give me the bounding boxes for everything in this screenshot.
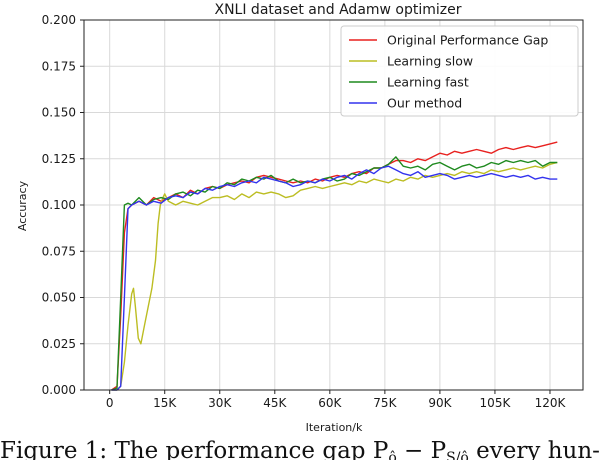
legend-label: Our method [387, 96, 462, 111]
legend-label: Original Performance Gap [387, 33, 548, 48]
series-line-3 [111, 156, 558, 391]
y-tick-label: 0.175 [42, 59, 76, 73]
y-tick-label: 0.200 [42, 13, 76, 27]
x-tick-label: 120K [535, 396, 567, 410]
x-tick-label: 0 [106, 396, 114, 410]
caption-minus: − P [397, 438, 446, 460]
y-tick-label: 0.000 [42, 383, 76, 397]
series-line-2 [111, 161, 558, 391]
caption-subscript-1: ô [388, 450, 396, 460]
x-tick-label: 60K [318, 396, 342, 410]
y-tick-label: 0.150 [42, 106, 76, 120]
legend-label: Learning slow [387, 54, 473, 69]
caption-text: Figure 1: The performance gap P [0, 438, 388, 460]
x-tick-label: 105K [480, 396, 512, 410]
x-tick-label: 30K [208, 396, 232, 410]
y-axis-label: Accuracy [16, 180, 29, 231]
figure-caption: Figure 1: The performance gap Pô − PS/ô … [0, 438, 600, 460]
caption-subscript-2: S/ô [446, 450, 469, 460]
x-tick-label: 45K [263, 396, 287, 410]
legend-label: Learning fast [387, 75, 469, 90]
series-lines [111, 141, 558, 391]
y-tick-label: 0.050 [42, 291, 76, 305]
series-line-4 [111, 165, 558, 391]
x-axis-label: Iteration/k [306, 421, 363, 434]
caption-tail: every hun- [469, 438, 600, 460]
y-tick-label: 0.025 [42, 337, 76, 351]
axes [80, 19, 584, 394]
y-tick-label: 0.100 [42, 198, 76, 212]
series-line-1 [111, 141, 558, 391]
y-tick-label: 0.075 [42, 244, 76, 258]
tick-labels: 0 15K 30K 45K 60K 75K 90K 105K 120K 0.000 0.025 0.0… [42, 13, 567, 410]
legend: Original Performance Gap Learning slow Lea… [340, 25, 579, 117]
x-tick-label: 15K [153, 396, 177, 410]
y-tick-label: 0.125 [42, 152, 76, 166]
legend-box [340, 25, 579, 117]
x-tick-label: 90K [428, 396, 452, 410]
x-tick-label: 75K [373, 396, 397, 410]
chart-title: XNLI dataset and Adamw optimizer [214, 2, 461, 18]
